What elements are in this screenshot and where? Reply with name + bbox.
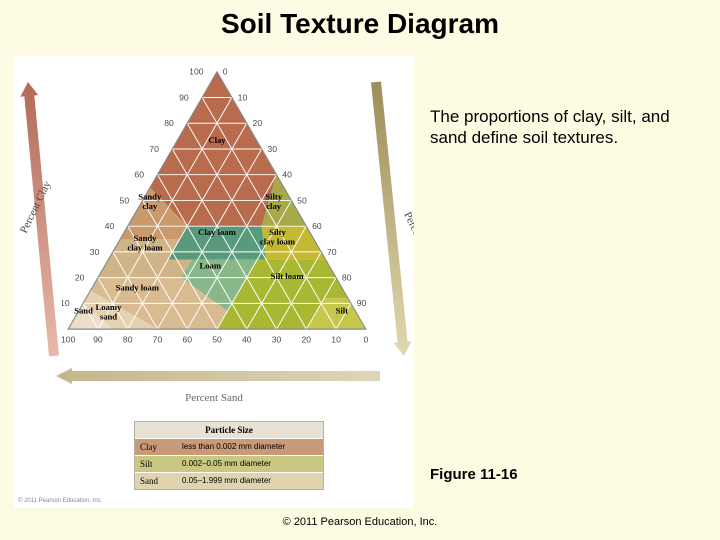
region-label: Silt: [336, 306, 349, 316]
svg-text:20: 20: [75, 273, 85, 283]
svg-text:80: 80: [123, 335, 133, 345]
particle-row: Clayless than 0.002 mm diameter: [135, 438, 323, 455]
svg-text:90: 90: [179, 92, 189, 102]
svg-text:10: 10: [62, 298, 70, 308]
region-label: Sandy: [138, 191, 162, 201]
page-title: Soil Texture Diagram: [0, 0, 720, 40]
region-label: Clay loam: [198, 227, 236, 237]
svg-text:10: 10: [238, 92, 248, 102]
region-label: Silty: [265, 191, 282, 201]
region-label: Silt loam: [271, 271, 305, 281]
sand-axis-arrow: [54, 368, 384, 384]
region-label: clay: [266, 201, 282, 211]
svg-text:20: 20: [302, 335, 312, 345]
svg-text:10: 10: [331, 335, 341, 345]
svg-text:40: 40: [282, 170, 292, 180]
svg-text:60: 60: [182, 335, 192, 345]
silt-axis-label: Percent Silt: [401, 210, 414, 261]
svg-text:30: 30: [267, 144, 277, 154]
region-label: Silty: [269, 227, 286, 237]
svg-text:70: 70: [149, 144, 159, 154]
soil-triangle: ClaySandyclaySiltyclaySandyclay loamClay…: [62, 66, 372, 356]
region-label: Sandy loam: [116, 283, 160, 293]
svg-text:80: 80: [342, 273, 352, 283]
svg-text:30: 30: [272, 335, 282, 345]
clay-axis-arrow: Percent Clay: [18, 64, 62, 364]
svg-text:60: 60: [134, 170, 144, 180]
svg-text:60: 60: [312, 221, 322, 231]
region-label: Sandy: [133, 233, 157, 243]
region-label: Loamy: [96, 302, 123, 312]
source-note: © 2011 Pearson Education, Inc.: [18, 498, 102, 504]
svg-text:30: 30: [90, 247, 100, 257]
svg-text:50: 50: [212, 335, 222, 345]
copyright-text: © 2011 Pearson Education, Inc.: [0, 516, 720, 528]
region-label: Loam: [199, 261, 221, 271]
region-label: clay loam: [127, 242, 163, 252]
svg-text:100: 100: [62, 335, 76, 345]
svg-text:90: 90: [357, 298, 367, 308]
region-label: Sand: [74, 306, 93, 316]
svg-text:50: 50: [297, 195, 307, 205]
svg-text:40: 40: [105, 221, 115, 231]
particle-size-table: Particle Size Clayless than 0.002 mm dia…: [134, 421, 324, 490]
region-label: Clay: [208, 135, 226, 145]
description-text: The proportions of clay, silt, and sand …: [430, 106, 702, 149]
region-label: clay loam: [260, 237, 296, 247]
svg-text:40: 40: [242, 335, 252, 345]
particle-row: Sand0.05–1.999 mm diameter: [135, 472, 323, 489]
particle-table-header: Particle Size: [135, 422, 323, 438]
svg-text:80: 80: [164, 118, 174, 128]
svg-text:0: 0: [223, 67, 228, 77]
particle-row: Silt0.002–0.05 mm diameter: [135, 455, 323, 472]
figure-label: Figure 11-16: [430, 466, 518, 483]
svg-text:20: 20: [253, 118, 263, 128]
svg-text:90: 90: [93, 335, 103, 345]
svg-text:70: 70: [153, 335, 163, 345]
sand-axis-label: Percent Sand: [14, 392, 414, 404]
region-label: clay: [142, 201, 158, 211]
silt-axis-arrow: Percent Silt: [368, 64, 414, 364]
region-label: sand: [100, 312, 117, 322]
svg-text:50: 50: [120, 195, 130, 205]
svg-text:100: 100: [189, 67, 204, 77]
diagram-panel: ClaySandyclaySiltyclaySandyclay loamClay…: [14, 56, 414, 508]
svg-text:70: 70: [327, 247, 337, 257]
